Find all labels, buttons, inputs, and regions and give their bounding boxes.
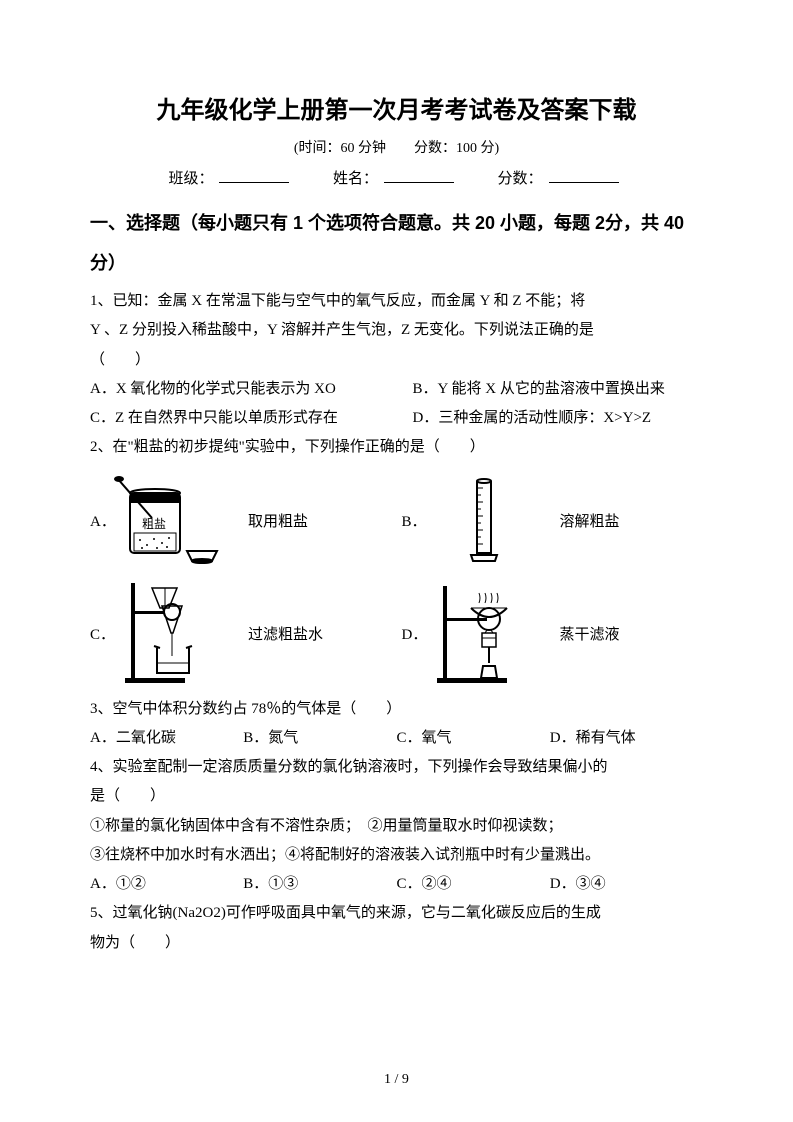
q4-optC: C．②④ xyxy=(397,870,550,899)
q2-a-label: A． xyxy=(90,510,112,531)
q3-optC: C．氧气 xyxy=(397,724,550,753)
cylinder-icon xyxy=(424,473,544,568)
evaporate-stand-icon xyxy=(424,586,544,681)
q3-optA: A．二氧化碳 xyxy=(90,724,243,753)
q2-cell-d: D． 蒸干滤液 xyxy=(402,586,704,681)
q2-c-text: 过滤粗盐水 xyxy=(248,623,323,644)
filter-stand-icon xyxy=(112,586,232,681)
q2-stem: 2、在"粗盐的初步提纯"实验中，下列操作正确的是（ ） xyxy=(90,433,703,462)
info-row: 班级： 姓名： 分数： xyxy=(90,167,703,188)
jar-icon: 粗盐 xyxy=(112,473,232,568)
q3-stem: 3、空气中体积分数约占 78％的气体是（ ） xyxy=(90,695,703,724)
q5-line2: 物为（ ） xyxy=(90,929,703,958)
name-label: 姓名： xyxy=(333,171,378,187)
q2-cell-b: B． 溶解粗盐 xyxy=(402,473,704,568)
name-blank[interactable] xyxy=(384,167,454,183)
q2-a-text: 取用粗盐 xyxy=(248,510,308,531)
q4-circ2: ③往烧杯中加水时有水洒出；④将配制好的溶液装入试剂瓶中时有少量溅出。 xyxy=(90,841,703,870)
q2-c-label: C． xyxy=(90,623,112,644)
q4-line2: 是（ ） xyxy=(90,782,703,811)
q1-line3: （ ） xyxy=(90,346,703,375)
q3-options: A．二氧化碳 B．氮气 C．氧气 D．稀有气体 xyxy=(90,724,703,753)
page-title: 九年级化学上册第一次月考考试卷及答案下载 xyxy=(90,90,703,125)
q1-optB: B．Y 能将 X 从它的盐溶液中置换出来 xyxy=(413,381,665,397)
q4-options: A．①② B．①③ C．②④ D．③④ xyxy=(90,870,703,899)
q4-optB: B．①③ xyxy=(243,870,396,899)
class-blank[interactable] xyxy=(219,167,289,183)
page-number: 1 / 9 xyxy=(0,1072,793,1088)
q1-options-ab: A．X 氧化物的化学式只能表示为 XO B．Y 能将 X 从它的盐溶液中置换出来 xyxy=(90,375,703,404)
q2-d-text: 蒸干滤液 xyxy=(560,623,620,644)
q2-b-label: B． xyxy=(402,510,424,531)
q5-line1: 5、过氧化钠(Na2O2)可作呼吸面具中氧气的来源，它与二氧化碳反应后的生成 xyxy=(90,899,703,928)
q1-line2: Y 、Z 分别投入稀盐酸中，Y 溶解并产生气泡，Z 无变化。下列说法正确的是 xyxy=(90,316,703,345)
q2-grid: A． 粗盐 取用粗盐 B． xyxy=(90,473,703,681)
class-label: 班级： xyxy=(168,171,213,187)
q1-line1: 1、已知：金属 X 在常温下能与空气中的氧气反应，而金属 Y 和 Z 不能；将 xyxy=(90,287,703,316)
q4-circ1: ①称量的氯化钠固体中含有不溶性杂质； ②用量筒量取水时仰视读数； xyxy=(90,812,703,841)
q1-options-cd: C．Z 在自然界中只能以单质形式存在 D．三种金属的活动性顺序：X>Y>Z xyxy=(90,404,703,433)
q2-cell-c: C． 过滤粗盐水 xyxy=(90,586,392,681)
score-blank[interactable] xyxy=(549,167,619,183)
q2-cell-a: A． 粗盐 取用粗盐 xyxy=(90,473,392,568)
q4-line1: 4、实验室配制一定溶质质量分数的氯化钠溶液时，下列操作会导致结果偏小的 xyxy=(90,753,703,782)
q3-optD: D．稀有气体 xyxy=(550,724,703,753)
q2-d-label: D． xyxy=(402,623,424,644)
score-label: 分数： xyxy=(498,171,543,187)
q1-optD: D．三种金属的活动性顺序：X>Y>Z xyxy=(413,410,652,426)
q1-optC: C．Z 在自然界中只能以单质形式存在 xyxy=(90,410,338,426)
q3-optB: B．氮气 xyxy=(243,724,396,753)
subtitle: (时间：60 分钟 分数：100 分) xyxy=(90,137,703,157)
q1-optA: A．X 氧化物的化学式只能表示为 XO xyxy=(90,381,336,397)
svg-text:粗盐: 粗盐 xyxy=(142,517,166,531)
q2-b-text: 溶解粗盐 xyxy=(560,510,620,531)
q4-optD: D．③④ xyxy=(550,870,703,899)
section-heading: 一、选择题（每小题只有 1 个选项符合题意。共 20 小题，每题 2分，共 40… xyxy=(90,204,703,283)
q4-optA: A．①② xyxy=(90,870,243,899)
